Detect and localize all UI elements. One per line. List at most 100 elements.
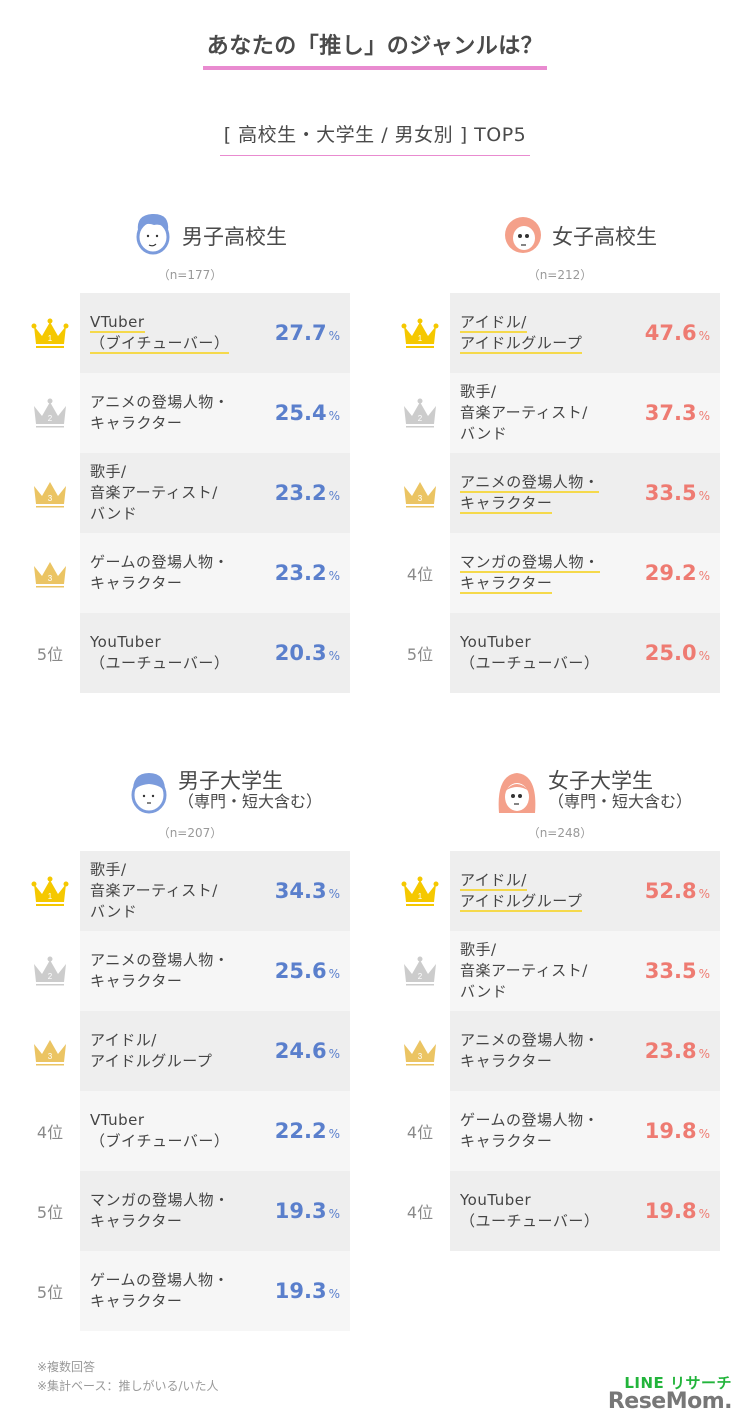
table-row: 2 アニメの登場人物・ キャラクター 25.4% [20, 373, 360, 453]
svg-text:1: 1 [48, 334, 53, 343]
crown-gold-icon: 1 [401, 318, 439, 348]
row-label: VTuber （ブイチューバー） [90, 313, 230, 354]
row-label: アイドル/ アイドルグループ [90, 1031, 213, 1070]
table-row: 5位 ゲームの登場人物・ キャラクター 19.3% [20, 1251, 360, 1331]
table-row: 1 VTuber （ブイチューバー） 27.7% [20, 293, 360, 373]
svg-text:3: 3 [418, 1052, 423, 1061]
rank-label: 4位 [406, 565, 434, 584]
table-row: 2 アニメの登場人物・ キャラクター 25.6% [20, 931, 360, 1011]
row-value: 20.3% [274, 641, 340, 665]
row-value: 22.2% [274, 1119, 340, 1143]
table-row: 3 アニメの登場人物・ キャラクター 33.5% [390, 453, 730, 533]
svg-text:2: 2 [418, 972, 423, 981]
table-row: 1 歌手/ 音楽アーティスト/ バンド 34.3% [20, 851, 360, 931]
female-avatar-icon [505, 217, 541, 253]
table-row: 3 ゲームの登場人物・ キャラクター 23.2% [20, 533, 360, 613]
table-row: 4位 VTuber （ブイチューバー） 22.2% [20, 1091, 360, 1171]
row-label: マンガの登場人物・ キャラクター [460, 553, 600, 594]
table-row: 3 アイドル/ アイドルグループ 24.6% [20, 1011, 360, 1091]
svg-text:3: 3 [48, 1052, 53, 1061]
row-value: 25.4% [274, 401, 340, 425]
row-value: 34.3% [274, 879, 340, 903]
row-value: 52.8% [644, 879, 710, 903]
row-label: 歌手/ 音楽アーティスト/ バンド [460, 382, 588, 443]
table-row: 4位 YouTuber （ユーチューバー） 19.8% [390, 1171, 730, 1251]
crown-bronze-icon: 3 [404, 1040, 436, 1066]
panel-subtitle: （専門・短大含む） [548, 792, 693, 812]
row-value: 19.8% [644, 1199, 710, 1223]
svg-text:1: 1 [418, 334, 423, 343]
row-value: 33.5% [644, 481, 710, 505]
svg-text:3: 3 [48, 574, 53, 583]
row-value: 19.8% [644, 1119, 710, 1143]
row-label: アニメの登場人物・ キャラクター [460, 473, 600, 514]
row-label: YouTuber （ユーチューバー） [460, 1191, 600, 1230]
table-row: 5位 マンガの登場人物・ キャラクター 19.3% [20, 1171, 360, 1251]
row-value: 33.5% [644, 959, 710, 983]
male-avatar-icon [131, 773, 167, 814]
panel-title: 男子大学生 [178, 769, 283, 793]
rank-label: 5位 [406, 645, 434, 664]
rank-label: 5位 [36, 645, 64, 664]
crown-bronze-icon: 3 [404, 482, 436, 508]
crown-silver-icon: 2 [404, 956, 436, 986]
crown-gold-icon: 1 [401, 876, 439, 906]
crown-gold-icon: 1 [31, 876, 69, 906]
row-label: アイドル/アイドルグループ [460, 871, 583, 912]
table-row: 2 歌手/ 音楽アーティスト/ バンド 33.5% [390, 931, 730, 1011]
row-value: 25.0% [644, 641, 710, 665]
sample-size: （n=177） [157, 268, 223, 282]
row-value: 19.3% [274, 1199, 340, 1223]
crown-silver-icon: 2 [34, 956, 66, 986]
panel-subtitle: （専門・短大含む） [178, 792, 323, 812]
panel-title: 男子高校生 [182, 225, 287, 249]
table-row: 3 アニメの登場人物・ キャラクター 23.8% [390, 1011, 730, 1091]
table-row: 1 アイドル/アイドルグループ 52.8% [390, 851, 730, 931]
row-label: アニメの登場人物・ キャラクター [90, 393, 230, 432]
page-subtitle: [ 高校生・大学生 / 男女別 ] TOP5 [219, 120, 531, 156]
rank-label: 5位 [36, 1203, 64, 1222]
svg-text:3: 3 [48, 494, 53, 503]
row-label: YouTuber （ユーチューバー） [90, 633, 230, 672]
rank-label: 4位 [406, 1203, 434, 1222]
footnotes: ※複数回答 ※集計ベース：推しがいる/いた人 [37, 1358, 219, 1396]
row-label: ゲームの登場人物・ キャラクター [90, 553, 230, 592]
table-row: 5位 YouTuber （ユーチューバー） 20.3% [20, 613, 360, 693]
panel-male-highschool: 男子高校生 （n=177） 1 VTuber （ブイチューバー） 27.7% 2 ア… [20, 205, 360, 693]
page-title: あなたの「推し」のジャンルは？ [202, 28, 548, 70]
resemom-logo: ReseMom. [607, 1389, 733, 1414]
table-row: 5位 YouTuber （ユーチューバー） 25.0% [390, 613, 730, 693]
male-avatar-icon [136, 213, 170, 255]
rank-label: 4位 [36, 1123, 64, 1142]
row-value: 25.6% [274, 959, 340, 983]
row-label: 歌手/ 音楽アーティスト/ バンド [90, 860, 218, 921]
line-research-logo: LINE リサーチ [624, 1374, 732, 1392]
row-label: アイドル/アイドルグループ [460, 313, 583, 354]
row-value: 37.3% [644, 401, 710, 425]
row-label: YouTuber （ユーチューバー） [460, 633, 600, 672]
row-value: 29.2% [644, 561, 710, 585]
table-row: 2 歌手/ 音楽アーティスト/ バンド 37.3% [390, 373, 730, 453]
row-value: 19.3% [274, 1279, 340, 1303]
svg-text:1: 1 [48, 892, 53, 901]
sample-size: （n=207） [157, 826, 223, 840]
table-row: 1 アイドル/アイドルグループ 47.6% [390, 293, 730, 373]
row-label: VTuber （ブイチューバー） [90, 1111, 230, 1150]
table-row: 4位 ゲームの登場人物・ キャラクター 19.8% [390, 1091, 730, 1171]
panel-title: 女子高校生 [552, 225, 657, 249]
footnote: ※複数回答 [37, 1360, 96, 1374]
row-value: 47.6% [644, 321, 710, 345]
row-label: アニメの登場人物・ キャラクター [90, 951, 230, 990]
page-subtitle-wrap: [ 高校生・大学生 / 男女別 ] TOP5 [0, 120, 750, 156]
crown-silver-icon: 2 [404, 398, 436, 428]
footnote: ※集計ベース：推しがいる/いた人 [37, 1379, 219, 1393]
row-label: ゲームの登場人物・ キャラクター [90, 1271, 230, 1310]
page-title-wrap: あなたの「推し」のジャンルは？ [0, 28, 750, 70]
crown-bronze-icon: 3 [34, 482, 66, 508]
table-row: 3 歌手/ 音楽アーティスト/ バンド 23.2% [20, 453, 360, 533]
row-value: 27.7% [274, 321, 340, 345]
panel-title: 女子大学生 [548, 769, 653, 793]
row-value: 24.6% [274, 1039, 340, 1063]
rank-label: 5位 [36, 1283, 64, 1302]
panel-female-university: 女子大学生 （専門・短大含む） （n=248） 1 アイドル/アイドルグループ 5… [390, 763, 730, 1251]
